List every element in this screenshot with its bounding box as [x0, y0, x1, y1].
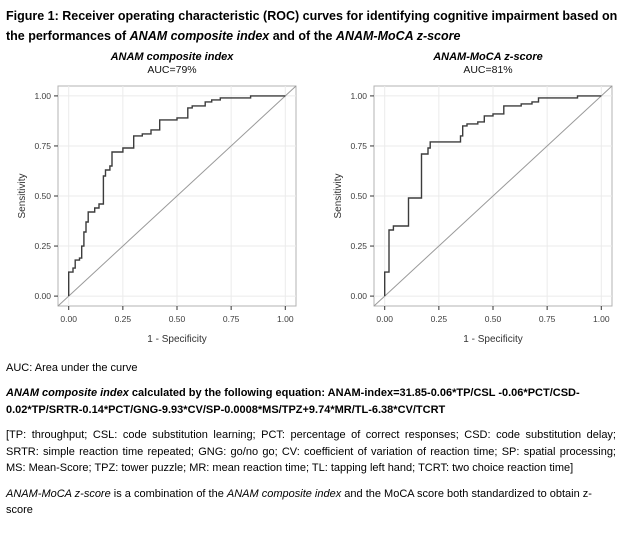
x-tick-label: 0.25 [431, 314, 448, 324]
x-axis-label: 1 - Specificity [147, 334, 206, 345]
y-tick-label: 0.00 [34, 291, 51, 301]
roc-curve [384, 95, 602, 297]
equation-note: ANAM composite index calculated by the f… [6, 385, 616, 418]
zscore-composite-term: ANAM composite index [226, 487, 342, 500]
x-tick-label: 0.00 [60, 314, 77, 324]
charts-row: ANAM composite index AUC=79% 0.00 0.25 0.5… [6, 50, 618, 346]
figure-caption: Figure 1: Receiver operating characteris… [6, 6, 618, 46]
chart-auc-label-left: AUC=79% [147, 64, 197, 77]
footnotes: AUC: Area under the curve ANAM composite… [6, 360, 618, 519]
zscore-term: ANAM-MoCA z-score [6, 487, 111, 500]
abbreviations-note: [TP: throughput; CSL: code substitution … [6, 429, 616, 475]
chart-title-anam-moca: ANAM-MoCA z-score [433, 51, 543, 63]
zscore-note: ANAM-MoCA z-score is a combination of th… [6, 486, 616, 519]
y-tick-label: 1.00 [350, 91, 367, 101]
chart-auc-label-right: AUC=81% [463, 64, 513, 77]
roc-plot-anam-moca: 0.00 0.25 0.50 0.75 1.00 0.00 0.25 0.50 0.75 1.00… [333, 85, 613, 345]
caption-text: and of the [269, 29, 336, 43]
x-tick-label: 0.50 [485, 314, 502, 324]
y-tick-label: 0.25 [350, 241, 367, 251]
reference-diagonal-line [57, 85, 297, 307]
equation-body: calculated by the following equation: AN… [6, 387, 580, 416]
x-tick-label: 0.75 [223, 314, 240, 324]
caption-text: Figure 1: Receiver operating characteris… [6, 9, 618, 43]
x-tick-label: 0.50 [169, 314, 186, 324]
y-tick-label: 0.75 [350, 141, 367, 151]
chart-head-left: ANAM composite index AUC=79% [48, 50, 296, 78]
zscore-text: is a combination of the [110, 487, 227, 500]
chart-title-anam-composite: ANAM composite index [110, 51, 234, 63]
zscore-text: and the MoCA score both standardized to … [6, 487, 592, 517]
x-tick-label: 0.00 [376, 314, 393, 324]
chart-block-anam-composite: ANAM composite index AUC=79% 0.00 0.25 0.5… [14, 50, 306, 346]
y-tick-label: 0.00 [350, 291, 367, 301]
y-axis-label: Sensitivity [17, 173, 28, 218]
chart-head-right: ANAM-MoCA z-score AUC=81% [364, 50, 612, 78]
reference-diagonal-line [373, 85, 613, 307]
y-tick-label: 0.75 [34, 141, 51, 151]
caption-anam-composite-index: ANAM composite index [129, 29, 270, 43]
roc-plot-anam-composite: 0.00 0.25 0.50 0.75 1.00 0.00 0.25 0.50 0.75 1.00… [17, 85, 297, 345]
y-tick-label: 1.00 [34, 91, 51, 101]
x-tick-label: 0.75 [539, 314, 556, 324]
y-axis-label: Sensitivity [333, 173, 344, 218]
y-tick-label: 0.50 [34, 191, 51, 201]
equation-lead: ANAM composite index [6, 387, 129, 400]
figure-page: Figure 1: Receiver operating characteris… [6, 6, 618, 519]
x-axis-label: 1 - Specificity [463, 334, 522, 345]
x-tick-label: 1.00 [277, 314, 294, 324]
caption-anam-moca-zscore: ANAM-MoCA z-score [335, 29, 461, 43]
x-tick-label: 1.00 [593, 314, 610, 324]
auc-definition: AUC: Area under the curve [6, 361, 138, 374]
roc-curve [68, 95, 286, 297]
y-tick-label: 0.25 [34, 241, 51, 251]
chart-block-anam-moca: ANAM-MoCA z-score AUC=81% 0.00 0.25 0.50 0.… [330, 50, 622, 346]
y-tick-label: 0.50 [350, 191, 367, 201]
x-tick-label: 0.25 [115, 314, 132, 324]
